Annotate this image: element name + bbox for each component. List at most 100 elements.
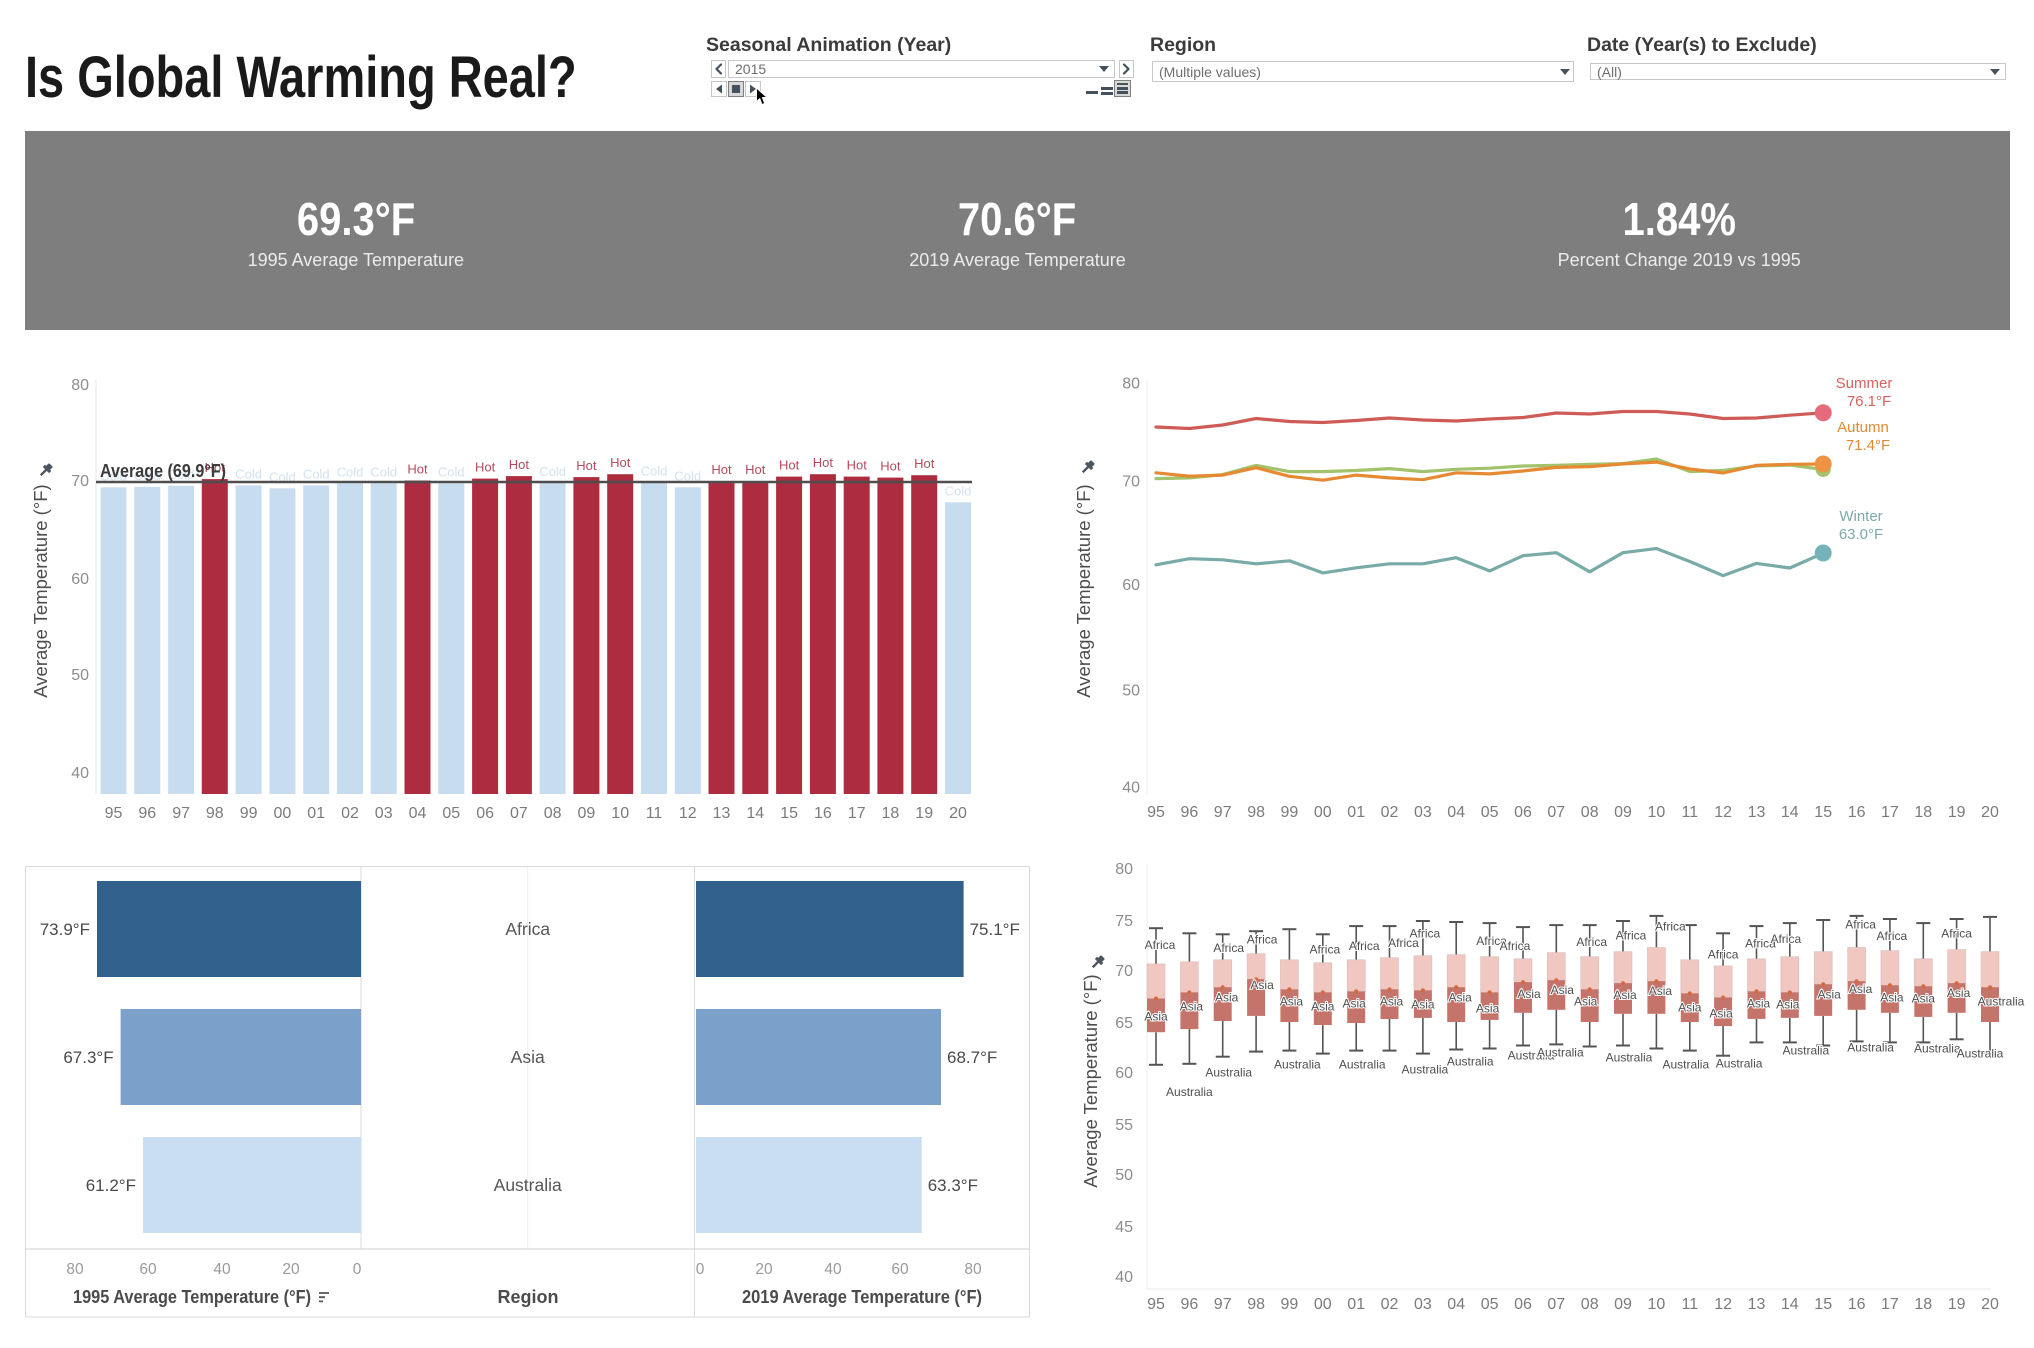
svg-text:2019 Average Temperature (°F): 2019 Average Temperature (°F) bbox=[742, 1287, 982, 1307]
svg-text:14: 14 bbox=[1781, 1296, 1799, 1313]
svg-text:05: 05 bbox=[1481, 1296, 1499, 1313]
svg-text:Australia: Australia bbox=[1957, 1047, 2004, 1061]
svg-text:09: 09 bbox=[578, 805, 596, 822]
svg-text:08: 08 bbox=[1581, 804, 1599, 821]
svg-text:Asia: Asia bbox=[1517, 987, 1541, 1001]
svg-text:Region: Region bbox=[498, 1287, 559, 1307]
svg-text:01: 01 bbox=[1347, 1296, 1365, 1313]
svg-text:68.7°F: 68.7°F bbox=[947, 1048, 997, 1067]
svg-text:Australia: Australia bbox=[1606, 1051, 1653, 1065]
svg-text:15: 15 bbox=[1814, 1296, 1832, 1313]
svg-text:00: 00 bbox=[1314, 804, 1332, 821]
svg-text:17: 17 bbox=[1881, 804, 1899, 821]
svg-text:Africa: Africa bbox=[1500, 939, 1531, 953]
svg-text:13: 13 bbox=[1748, 1296, 1766, 1313]
svg-text:Africa: Africa bbox=[1941, 926, 1972, 940]
svg-text:11: 11 bbox=[646, 805, 663, 822]
svg-text:Cold: Cold bbox=[337, 464, 364, 479]
svg-text:15: 15 bbox=[780, 805, 798, 822]
svg-text:11: 11 bbox=[1681, 804, 1698, 821]
svg-text:Hot: Hot bbox=[914, 456, 935, 471]
svg-text:0: 0 bbox=[696, 1261, 705, 1278]
svg-text:07: 07 bbox=[1547, 804, 1565, 821]
svg-text:70: 70 bbox=[1115, 963, 1133, 980]
svg-text:Asia: Asia bbox=[1776, 997, 1800, 1011]
svg-text:03: 03 bbox=[375, 805, 393, 822]
svg-text:16: 16 bbox=[814, 805, 832, 822]
svg-text:Average Temperature (°F): Average Temperature (°F) bbox=[1073, 484, 1094, 697]
svg-text:Asia: Asia bbox=[511, 1047, 545, 1067]
svg-text:Cold: Cold bbox=[100, 468, 127, 483]
svg-text:19: 19 bbox=[1948, 1296, 1966, 1313]
svg-text:04: 04 bbox=[409, 805, 427, 822]
svg-text:80: 80 bbox=[1122, 376, 1140, 393]
svg-text:Asia: Asia bbox=[1613, 988, 1637, 1002]
svg-text:06: 06 bbox=[1514, 804, 1532, 821]
svg-text:80: 80 bbox=[1115, 861, 1133, 878]
svg-text:98: 98 bbox=[1247, 1296, 1265, 1313]
svg-text:60: 60 bbox=[1122, 577, 1140, 594]
svg-text:75.1°F: 75.1°F bbox=[970, 920, 1020, 939]
svg-text:Hot: Hot bbox=[711, 462, 732, 477]
svg-text:01: 01 bbox=[1347, 804, 1365, 821]
svg-text:Hot: Hot bbox=[745, 462, 766, 477]
svg-text:02: 02 bbox=[1381, 1296, 1399, 1313]
svg-text:76.1°F: 76.1°F bbox=[1847, 393, 1891, 410]
svg-text:Summer: Summer bbox=[1836, 375, 1893, 392]
svg-text:09: 09 bbox=[1614, 804, 1632, 821]
svg-text:02: 02 bbox=[1381, 804, 1399, 821]
svg-text:16: 16 bbox=[1848, 1296, 1866, 1313]
svg-text:Asia: Asia bbox=[1551, 983, 1575, 997]
svg-text:Asia: Asia bbox=[1709, 1007, 1733, 1021]
svg-text:Autumn: Autumn bbox=[1837, 419, 1889, 436]
svg-text:70: 70 bbox=[1122, 474, 1140, 491]
svg-text:Asia: Asia bbox=[1818, 987, 1842, 1001]
svg-text:Asia: Asia bbox=[1880, 990, 1904, 1004]
svg-text:Hot: Hot bbox=[880, 459, 901, 474]
svg-text:06: 06 bbox=[476, 805, 494, 822]
svg-text:60: 60 bbox=[1115, 1065, 1133, 1082]
svg-text:Africa: Africa bbox=[1213, 941, 1244, 955]
svg-text:Hot: Hot bbox=[475, 460, 496, 475]
svg-text:Average (69.9°F): Average (69.9°F) bbox=[100, 461, 226, 481]
svg-text:Asia: Asia bbox=[1280, 994, 1304, 1008]
svg-text:10: 10 bbox=[1648, 804, 1666, 821]
svg-text:Cold: Cold bbox=[370, 464, 397, 479]
svg-text:73.9°F: 73.9°F bbox=[40, 920, 90, 939]
svg-text:11: 11 bbox=[1681, 1296, 1698, 1313]
svg-text:Australia: Australia bbox=[1447, 1055, 1494, 1069]
svg-text:Australia: Australia bbox=[494, 1175, 562, 1195]
svg-text:98: 98 bbox=[1247, 804, 1265, 821]
svg-text:09: 09 bbox=[1614, 1296, 1632, 1313]
svg-text:15: 15 bbox=[1814, 804, 1832, 821]
svg-text:Asia: Asia bbox=[1947, 986, 1971, 1000]
svg-text:Asia: Asia bbox=[1574, 994, 1598, 1008]
svg-text:Asia: Asia bbox=[1380, 994, 1404, 1008]
svg-text:Australia: Australia bbox=[1978, 994, 2025, 1008]
svg-text:Africa: Africa bbox=[1349, 939, 1380, 953]
svg-text:Australia: Australia bbox=[1914, 1041, 1961, 1055]
svg-text:Asia: Asia bbox=[1747, 996, 1771, 1010]
svg-text:60: 60 bbox=[71, 571, 89, 588]
svg-text:Cold: Cold bbox=[168, 467, 195, 482]
svg-text:Australia: Australia bbox=[1166, 1085, 1213, 1099]
svg-text:40: 40 bbox=[1115, 1269, 1133, 1286]
svg-text:Africa: Africa bbox=[1388, 936, 1419, 950]
svg-text:Australia: Australia bbox=[1782, 1043, 1829, 1057]
svg-text:61.2°F: 61.2°F bbox=[86, 1176, 136, 1195]
svg-text:50: 50 bbox=[1115, 1167, 1133, 1184]
svg-text:Winter: Winter bbox=[1839, 508, 1882, 525]
svg-text:02: 02 bbox=[341, 805, 359, 822]
svg-text:71.4°F: 71.4°F bbox=[1846, 437, 1890, 454]
svg-text:14: 14 bbox=[746, 805, 764, 822]
svg-text:18: 18 bbox=[1914, 1296, 1932, 1313]
svg-text:Average Temperature (°F): Average Temperature (°F) bbox=[30, 484, 51, 697]
svg-text:Asia: Asia bbox=[1411, 997, 1435, 1011]
svg-text:18: 18 bbox=[1914, 804, 1932, 821]
svg-text:Africa: Africa bbox=[1576, 935, 1607, 949]
svg-text:1995 Average Temperature (°F): 1995 Average Temperature (°F) bbox=[73, 1287, 311, 1307]
svg-text:60: 60 bbox=[139, 1261, 157, 1278]
svg-text:Cold: Cold bbox=[641, 464, 668, 479]
svg-text:Africa: Africa bbox=[1877, 929, 1908, 943]
svg-text:Australia: Australia bbox=[1716, 1057, 1763, 1071]
